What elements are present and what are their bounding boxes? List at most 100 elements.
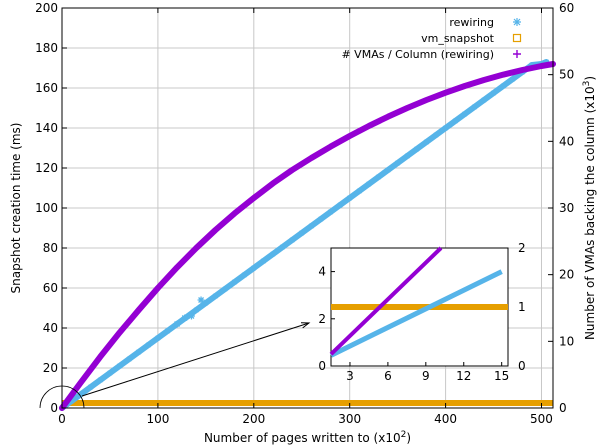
y-tick-label: 120 <box>35 161 58 175</box>
y-axis-title: Snapshot creation time (ms) <box>9 123 23 294</box>
inset-y2-tick-label: 0 <box>518 359 526 373</box>
rewiring-point <box>394 160 401 166</box>
y2-axis-title-exp: 3 <box>582 81 592 87</box>
y-tick-label: 80 <box>43 241 58 255</box>
rewiring-point <box>145 342 152 348</box>
inset-series-rewiring <box>329 269 503 358</box>
y2-axis-title-end: ) <box>583 76 597 81</box>
rewiring-point <box>289 237 296 243</box>
rewiring-point <box>135 349 142 355</box>
tick-labels: 0 100 200 300 400 500020406080100120140160180… <box>35 1 574 426</box>
rewiring-point <box>442 125 449 131</box>
rewiring-point <box>413 146 420 152</box>
x-tick-label: 300 <box>338 412 361 426</box>
rewiring-point <box>327 209 334 215</box>
y-tick-label: 60 <box>43 281 58 295</box>
inset-x-tick-label: 3 <box>346 369 354 383</box>
rewiring-point <box>164 328 171 334</box>
x-tick-label: 200 <box>242 412 265 426</box>
rewiring-point <box>471 104 478 110</box>
rewiring-point <box>423 139 430 145</box>
inset-y2-tick-label: 1 <box>518 300 526 314</box>
rewiring-point <box>222 286 229 292</box>
y2-axis-title: Number of VMAs backing the column (x103) <box>582 76 597 340</box>
inset-series-vmas <box>329 246 443 356</box>
rewiring-point <box>269 251 276 257</box>
rewiring-point <box>78 391 85 397</box>
zoom-arrow-line <box>81 322 310 397</box>
rewiring-point <box>106 370 113 376</box>
legend-label-vmas-per-column: # VMAs / Column (rewiring) <box>341 48 494 61</box>
rewiring-point <box>490 90 497 96</box>
rewiring-point <box>87 384 94 390</box>
legend: rewiring vm_snapshot # VMAs / Column (re… <box>341 16 522 61</box>
legend-marker-vm-snapshot <box>512 33 522 43</box>
y-tick-label: 20 <box>43 361 58 375</box>
rewiring-point <box>308 223 315 229</box>
legend-marker-vmas <box>513 50 521 58</box>
y2-axis-title-main: Number of VMAs backing the column (x10 <box>583 86 597 340</box>
y-tick-label: 40 <box>43 321 58 335</box>
rewiring-point <box>337 202 344 208</box>
legend-label-vm-snapshot: vm_snapshot <box>421 32 495 45</box>
y2-tick-label: 0 <box>559 401 567 415</box>
rewiring-point <box>68 398 75 404</box>
y-tick-label: 200 <box>35 1 58 15</box>
rewiring-point <box>385 167 392 173</box>
rewiring-point <box>298 230 305 236</box>
x-axis-title: Number of pages written to (x102) <box>204 430 411 445</box>
zoom-arrow-head <box>300 322 311 329</box>
rewiring-point <box>231 279 238 285</box>
y-tick-label: 180 <box>35 41 58 55</box>
rewiring-point <box>500 83 507 89</box>
y-tick-label: 160 <box>35 81 58 95</box>
rewiring-point <box>250 265 257 271</box>
rewiring-point <box>260 258 267 264</box>
rewiring-point <box>509 76 516 82</box>
rewiring-point <box>279 244 286 250</box>
inset-y-tick-label: 2 <box>318 312 326 326</box>
rewiring-point <box>461 111 468 117</box>
x-tick-label: 100 <box>146 412 169 426</box>
rewiring-point <box>212 293 219 299</box>
y-tick-label: 140 <box>35 121 58 135</box>
y2-tick-label: 60 <box>559 1 574 15</box>
x-axis-title-end: ) <box>406 431 411 445</box>
x-tick-label: 0 <box>58 412 66 426</box>
rewiring-point <box>126 356 133 362</box>
inset-x-tick-label: 15 <box>494 369 509 383</box>
axes <box>61 7 554 409</box>
legend-marker-rewiring <box>513 18 521 26</box>
y2-tick-label: 30 <box>559 201 574 215</box>
series-rewiring-band <box>59 59 550 411</box>
rewiring-outlier-point <box>181 314 189 322</box>
rewiring-point <box>116 363 123 369</box>
rewiring-point <box>433 132 440 138</box>
rewiring-point <box>97 377 104 383</box>
y2-tick-label: 50 <box>559 68 574 82</box>
rewiring-point <box>356 188 363 194</box>
inset-x-tick-label: 6 <box>384 369 392 383</box>
rewiring-point <box>154 335 161 341</box>
inset-y2-tick-label: 2 <box>518 241 526 255</box>
rewiring-point <box>404 153 411 159</box>
y2-tick-label: 40 <box>559 134 574 148</box>
y2-tick-label: 20 <box>559 268 574 282</box>
rewiring-point <box>346 195 353 201</box>
x-axis-title-main: Number of pages written to (x10 <box>204 431 401 445</box>
plot-series <box>39 59 556 411</box>
y-tick-label: 100 <box>35 201 58 215</box>
rewiring-outlier-point <box>187 312 195 320</box>
legend-label-rewiring: rewiring <box>449 16 494 29</box>
inset-x-tick-label: 9 <box>422 369 430 383</box>
rewiring-point <box>543 59 550 65</box>
inset-y-tick-label: 0 <box>318 359 326 373</box>
series-vmas-curve <box>59 61 556 411</box>
x-tick-label: 400 <box>434 412 457 426</box>
rewiring-outlier-point <box>197 296 205 304</box>
rewiring-point <box>317 216 324 222</box>
rewiring-point <box>202 300 209 306</box>
grid <box>62 8 553 408</box>
